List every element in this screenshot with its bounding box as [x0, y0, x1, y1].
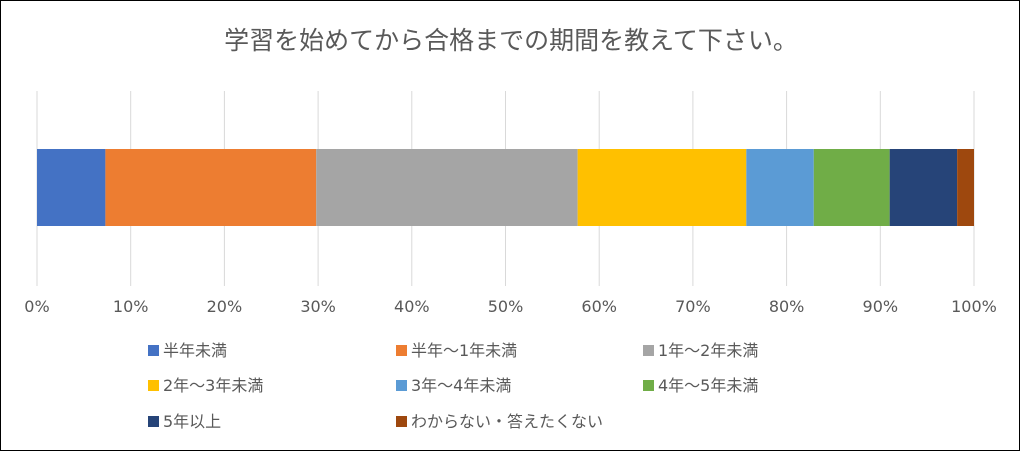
chart-title: 学習を始めてから合格までの期間を教えて下さい。 — [224, 26, 798, 55]
x-tick-label: 100% — [951, 297, 997, 316]
legend-swatch — [396, 345, 407, 356]
legend-label: 5年以上 — [163, 412, 221, 431]
bar-segment — [37, 149, 106, 226]
x-tick-label: 10% — [113, 297, 149, 316]
bar-segment — [957, 149, 974, 226]
legend-swatch — [148, 345, 159, 356]
legend-label: 3年〜4年未満 — [411, 376, 511, 395]
bar-segment — [889, 149, 958, 226]
x-tick-label: 20% — [207, 297, 243, 316]
x-tick-label: 70% — [675, 297, 711, 316]
x-axis-tick-labels: 0% 10% 20% 30% 40% 50% 60% 70% 80% 90% 100% — [24, 297, 997, 316]
bar-segment — [746, 149, 814, 226]
x-tick-label: 30% — [300, 297, 336, 316]
legend-swatch — [396, 380, 407, 391]
bar-segment — [813, 149, 890, 226]
x-tick-label: 50% — [488, 297, 524, 316]
legend: 半年未満 半年〜1年未満 1年〜2年未満 2年〜3年未満 3年〜4年未満 4年〜5年未満 5… — [148, 341, 758, 431]
x-tick-label: 60% — [581, 297, 617, 316]
bar-segment — [316, 149, 578, 226]
x-tick-label: 80% — [769, 297, 805, 316]
x-tick-label: 0% — [24, 297, 49, 316]
legend-swatch — [148, 416, 159, 427]
legend-label: 1年〜2年未満 — [658, 341, 758, 360]
bar-segment — [577, 149, 747, 226]
legend-label: 4年〜5年未満 — [658, 376, 758, 395]
x-tick-label: 90% — [863, 297, 899, 316]
legend-label: わからない・答えたくない — [411, 412, 603, 431]
x-tick-label: 40% — [394, 297, 430, 316]
legend-label: 半年未満 — [163, 341, 227, 360]
legend-swatch — [643, 380, 654, 391]
legend-label: 2年〜3年未満 — [163, 376, 263, 395]
legend-label: 半年〜1年未満 — [411, 341, 517, 360]
bar-segments — [37, 149, 974, 226]
bar-segment — [105, 149, 317, 226]
legend-swatch — [396, 416, 407, 427]
legend-swatch — [148, 380, 159, 391]
legend-swatch — [643, 345, 654, 356]
